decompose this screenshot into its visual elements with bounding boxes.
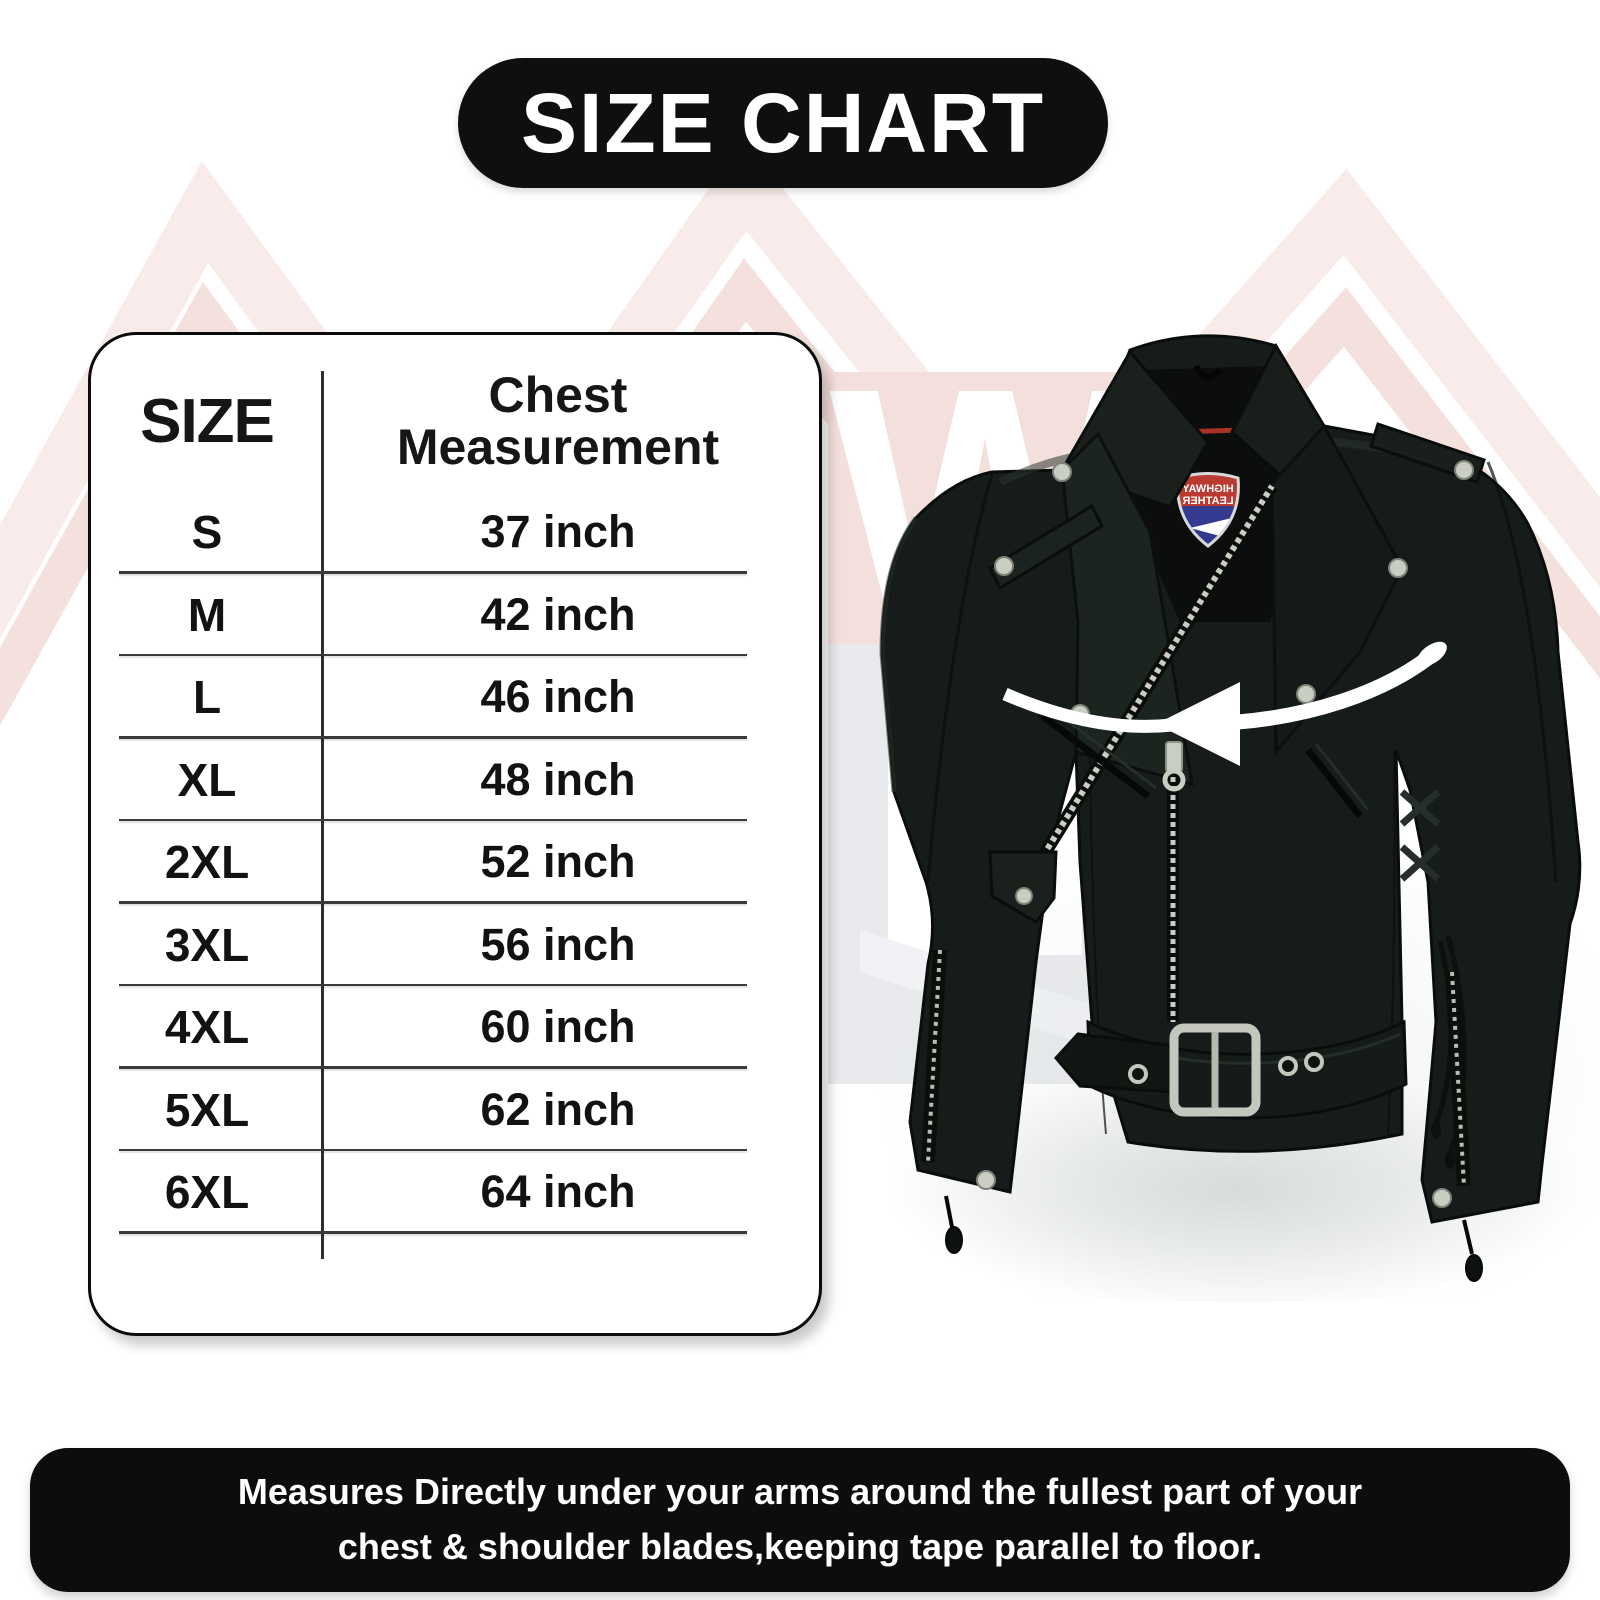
- brand-patch-line1: HIGHWAY: [1182, 483, 1234, 495]
- note-line-2: chest & shoulder blades,keeping tape par…: [337, 1526, 1263, 1567]
- table-row: 5XL 62 inch: [91, 1069, 819, 1152]
- page-title: SIZE CHART: [521, 75, 1045, 170]
- belt-buckle: [1169, 1023, 1261, 1117]
- chest-cell: 56 inch: [480, 918, 636, 970]
- chest-cell: 37 inch: [480, 506, 636, 558]
- size-cell: 2XL: [164, 836, 250, 889]
- flap-pocket: [988, 850, 1058, 924]
- photo-shadow: [885, 1070, 1585, 1302]
- chest-cell: 52 inch: [480, 836, 636, 888]
- measurement-note-bar: Measures Directly under your arms around…: [30, 1448, 1570, 1592]
- lace-tip: [1445, 1151, 1455, 1169]
- size-column-header: SIZE: [140, 386, 275, 456]
- brand-patch-line2: LEATHER: [1182, 495, 1233, 507]
- chest-cell: 42 inch: [480, 588, 636, 640]
- chest-cell: 48 inch: [480, 753, 636, 805]
- table-row: S 37 inch: [91, 491, 819, 574]
- table-header: SIZE Chest Measurement: [91, 351, 819, 491]
- size-cell: M: [187, 588, 227, 641]
- table-row: 4XL 60 inch: [91, 986, 819, 1069]
- cuff-zippers: [921, 949, 1483, 1282]
- size-cell: 6XL: [164, 1166, 250, 1219]
- belt: [1053, 1019, 1408, 1120]
- table-row: 3XL 56 inch: [91, 904, 819, 987]
- size-cell: 4XL: [164, 1001, 250, 1054]
- hanger-loop: [1193, 364, 1223, 380]
- table-row: 2XL 52 inch: [91, 821, 819, 904]
- table-body: S 37 inch M 42 inch L 46 inch XL 48 inch 2XL 52 i…: [91, 491, 819, 1234]
- epaulette-left: [988, 503, 1104, 591]
- belt-eyelet: [1278, 1056, 1298, 1076]
- size-cell: 3XL: [164, 918, 250, 971]
- table-row: 6XL 64 inch: [91, 1151, 819, 1234]
- chest-cell: 64 inch: [480, 1166, 636, 1218]
- belt-eyelet: [1128, 1064, 1148, 1084]
- side-lacing: [1399, 789, 1441, 882]
- column-divider: [321, 371, 324, 1259]
- seam-lines: [926, 461, 1558, 1135]
- table-row: L 46 inch: [91, 656, 819, 739]
- size-table-panel: SIZE Chest Measurement S 37 inch M 42 inch L…: [88, 332, 822, 1336]
- welt-pockets: [1037, 704, 1370, 819]
- lace-tip: [1431, 1121, 1441, 1139]
- chest-column-header: Chest Measurement: [396, 366, 720, 475]
- size-cell: L: [192, 671, 222, 724]
- belt-eyelet: [1304, 1052, 1324, 1072]
- zipper-pull: [1165, 741, 1183, 773]
- size-cell: XL: [177, 753, 237, 806]
- zipper-pull-tab: [945, 1226, 963, 1254]
- table-row: M 42 inch: [91, 574, 819, 657]
- chest-cell: 62 inch: [480, 1083, 636, 1135]
- size-cell: 5XL: [164, 1083, 250, 1136]
- chest-cell: 46 inch: [480, 671, 636, 723]
- size-cell: S: [191, 506, 223, 559]
- title-pill: SIZE CHART: [458, 58, 1108, 188]
- note-line-1: Measures Directly under your arms around…: [237, 1471, 1363, 1513]
- table-row: XL 48 inch: [91, 739, 819, 822]
- jacket-photo: HIGHWAY LEATHER: [870, 334, 1600, 1302]
- zipper-pull-tab: [1465, 1254, 1483, 1282]
- chest-cell: 60 inch: [480, 1001, 636, 1053]
- main-zipper: [1032, 482, 1278, 1022]
- measurement-arrow-icon: [1002, 641, 1447, 766]
